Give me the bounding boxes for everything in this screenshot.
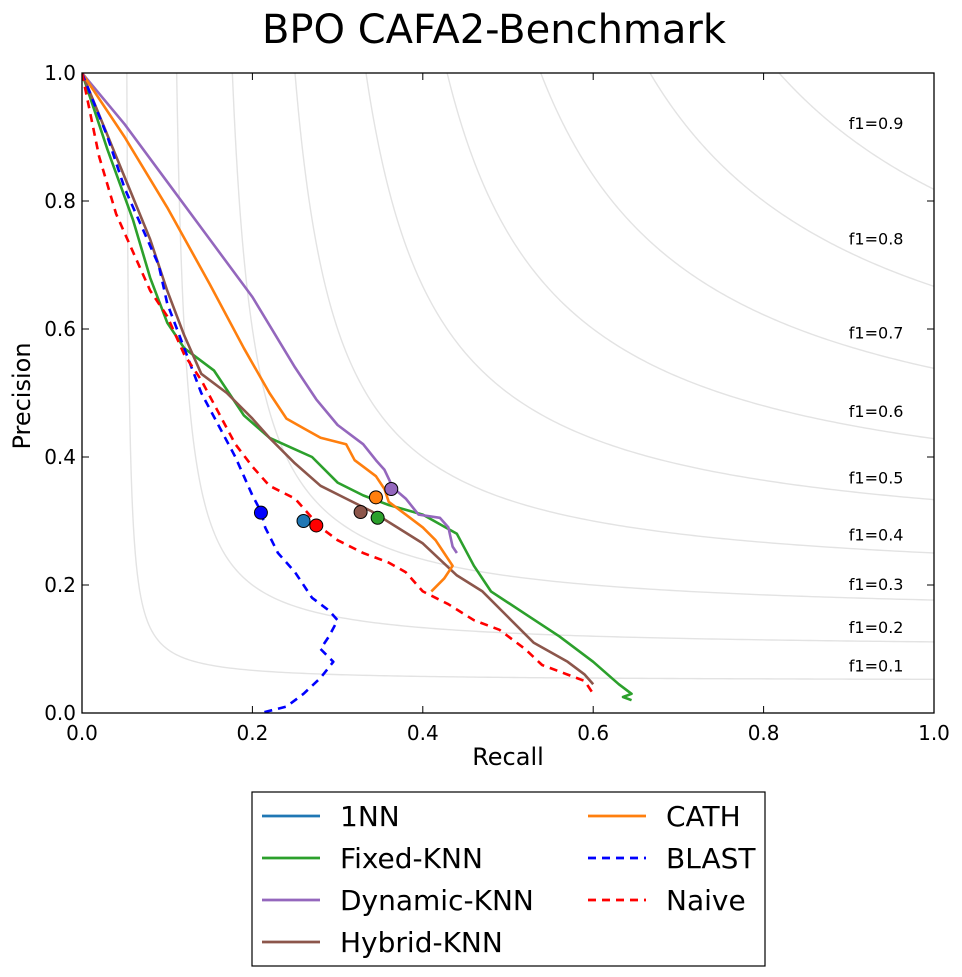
iso-f1-label: f1=0.7 [849, 324, 904, 343]
iso-f1-curve [231, 73, 934, 601]
fmax-marker [384, 482, 399, 496]
iso-f1-curve [294, 73, 934, 554]
fmax-marker [253, 505, 268, 520]
y-axis-ticks: 0.0 0.2 0.4 0.6 0.8 1.0 [44, 61, 934, 725]
iso-f1-labels: f1=0.1 f1=0.2 f1=0.3 f1=0.4 f1=0.5 f1=0.6 f1=0… [849, 114, 904, 675]
iso-f1-label: f1=0.9 [849, 114, 904, 133]
x-tick-label: 0.0 [66, 721, 98, 745]
iso-f1-label: f1=0.8 [849, 229, 904, 248]
legend-label: BLAST [666, 842, 756, 875]
x-tick-label: 1.0 [918, 721, 950, 745]
legend-item: Dynamic-KNN [262, 884, 534, 917]
x-tick-label: 0.2 [236, 721, 268, 745]
x-tick-label: 0.6 [577, 721, 609, 745]
iso-f1-curve [126, 73, 934, 681]
legend-item: 1NN [262, 800, 400, 833]
legend-item: Hybrid-KNN [262, 926, 503, 959]
series-lines [82, 73, 633, 713]
iso-f1-curve [446, 73, 934, 440]
x-tick-label: 0.8 [748, 721, 780, 745]
iso-f1-label: f1=0.6 [849, 402, 904, 421]
iso-f1-label: f1=0.4 [849, 526, 904, 545]
series-line [82, 73, 595, 686]
series-line [82, 73, 458, 554]
fmax-markers [253, 482, 399, 533]
y-axis-label: Precision [8, 342, 36, 449]
fmax-marker [353, 505, 368, 520]
legend-item: BLAST [588, 842, 756, 875]
series-line [82, 73, 339, 713]
legend: 1NN Fixed-KNN Dynamic-KNN Hybrid-KNN CATH BLA… [251, 791, 766, 967]
y-tick-label: 0.0 [44, 701, 76, 725]
legend-label: Dynamic-KNN [340, 884, 534, 917]
x-axis-ticks: 0.0 0.2 0.4 0.6 0.8 1.0 [66, 73, 950, 745]
series-line [82, 73, 633, 702]
fmax-marker [296, 514, 311, 528]
iso-f1-label: f1=0.2 [849, 618, 904, 637]
y-tick-label: 0.8 [44, 189, 76, 213]
iso-f1-label: f1=0.1 [849, 656, 904, 675]
x-tick-label: 0.4 [407, 721, 439, 745]
legend-label: 1NN [340, 800, 400, 833]
x-axis-label: Recall [472, 743, 544, 771]
series-line [82, 73, 595, 695]
legend-label: CATH [666, 800, 741, 833]
legend-item: Fixed-KNN [262, 842, 483, 875]
iso-f1-curve [649, 73, 934, 287]
plot-frame [81, 72, 935, 714]
series-line [82, 73, 454, 593]
iso-f1-curve [365, 73, 934, 501]
legend-label: Fixed-KNN [340, 842, 483, 875]
y-tick-label: 0.2 [44, 573, 76, 597]
legend-item: CATH [588, 800, 741, 833]
legend-item: Naive [588, 884, 746, 917]
iso-f1-curves [126, 73, 934, 681]
iso-f1-curve [175, 73, 934, 643]
iso-f1-curve [540, 73, 934, 370]
legend-label: Hybrid-KNN [340, 926, 503, 959]
iso-f1-label: f1=0.3 [849, 575, 904, 594]
fmax-marker [309, 518, 324, 533]
y-tick-label: 0.6 [44, 317, 76, 341]
iso-f1-curve [778, 73, 934, 190]
y-tick-label: 0.4 [44, 445, 76, 469]
legend-label: Naive [666, 884, 746, 917]
iso-f1-label: f1=0.5 [849, 469, 904, 488]
y-tick-label: 1.0 [44, 61, 76, 85]
fmax-marker [368, 490, 383, 505]
legend-box [251, 791, 766, 967]
chart-title: BPO CAFA2-Benchmark [262, 7, 727, 53]
fmax-marker [370, 510, 385, 525]
